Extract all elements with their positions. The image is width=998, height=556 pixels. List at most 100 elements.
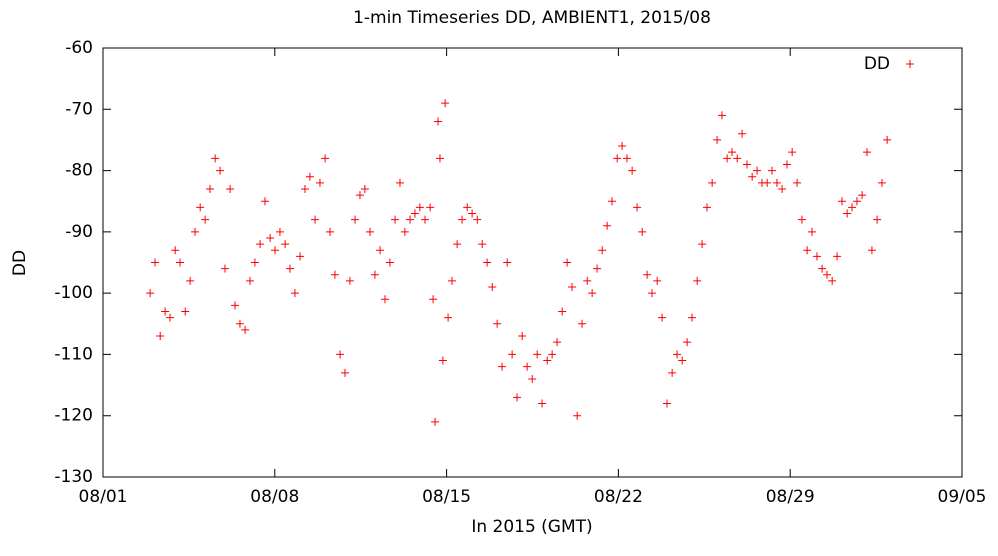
point — [421, 215, 430, 224]
point — [453, 240, 462, 249]
point — [220, 264, 229, 273]
point — [370, 270, 379, 279]
point — [458, 215, 467, 224]
chart-title: 1-min Timeseries DD, AMBIENT1, 2015/08 — [353, 8, 711, 28]
point — [250, 258, 259, 267]
point — [271, 246, 280, 255]
point — [858, 191, 867, 200]
point — [493, 319, 502, 328]
point — [336, 350, 345, 359]
plot-frame — [102, 47, 963, 478]
point — [553, 338, 562, 347]
point — [593, 264, 602, 273]
point — [743, 160, 752, 169]
point — [266, 233, 275, 242]
point — [533, 350, 542, 359]
point — [588, 289, 597, 298]
y-tick-label: -90 — [65, 222, 93, 242]
point — [608, 197, 617, 206]
point — [426, 203, 435, 212]
point — [201, 215, 210, 224]
point — [498, 362, 507, 371]
point — [176, 258, 185, 267]
y-tick-label: -100 — [54, 283, 93, 303]
point — [837, 197, 846, 206]
point — [613, 154, 622, 163]
point — [196, 203, 205, 212]
point — [281, 240, 290, 249]
point — [463, 203, 472, 212]
point — [340, 368, 349, 377]
point — [653, 276, 662, 285]
point — [738, 129, 747, 138]
point — [246, 276, 255, 285]
point — [351, 215, 360, 224]
y-tick-label: -60 — [65, 38, 93, 58]
point — [693, 276, 702, 285]
x-tick-label: 08/22 — [594, 487, 643, 507]
point — [315, 178, 324, 187]
point — [241, 325, 250, 334]
point — [733, 154, 742, 163]
point — [843, 209, 852, 218]
y-tick-label: -130 — [54, 467, 93, 487]
point — [797, 215, 806, 224]
point — [366, 227, 375, 236]
point — [166, 313, 175, 322]
point — [578, 319, 587, 328]
point — [468, 209, 477, 218]
point — [235, 319, 244, 328]
y-tick-label: -80 — [65, 161, 93, 181]
point — [573, 411, 582, 420]
point — [345, 276, 354, 285]
point — [380, 295, 389, 304]
point — [713, 135, 722, 144]
point — [231, 301, 240, 310]
point — [772, 178, 781, 187]
point — [783, 160, 792, 169]
point — [429, 295, 438, 304]
point — [171, 246, 180, 255]
point — [191, 227, 200, 236]
point — [290, 289, 299, 298]
point — [873, 215, 882, 224]
point — [435, 154, 444, 163]
point — [863, 148, 872, 157]
point — [808, 227, 817, 236]
x-tick-label: 08/01 — [79, 487, 128, 507]
point — [548, 350, 557, 359]
point — [753, 166, 762, 175]
point — [415, 203, 424, 212]
point — [662, 399, 671, 408]
point — [151, 258, 160, 267]
point — [618, 142, 627, 151]
point — [538, 399, 547, 408]
point — [296, 252, 305, 261]
point — [216, 166, 225, 175]
x-tick-label: 08/29 — [766, 487, 815, 507]
point — [444, 313, 453, 322]
point — [793, 178, 802, 187]
point — [156, 332, 165, 341]
point — [543, 356, 552, 365]
point — [812, 252, 821, 261]
y-tick-label: -120 — [54, 406, 93, 426]
point — [321, 154, 330, 163]
point — [226, 184, 235, 193]
y-tick-label: -110 — [54, 344, 93, 364]
point — [447, 276, 456, 285]
point — [803, 246, 812, 255]
point — [206, 184, 215, 193]
point — [883, 135, 892, 144]
point — [275, 227, 284, 236]
point — [305, 172, 314, 181]
point — [508, 350, 517, 359]
point — [633, 203, 642, 212]
point — [503, 258, 512, 267]
point — [300, 184, 309, 193]
point — [406, 215, 415, 224]
point — [628, 166, 637, 175]
point — [703, 203, 711, 212]
point — [355, 191, 364, 200]
point — [708, 178, 717, 187]
